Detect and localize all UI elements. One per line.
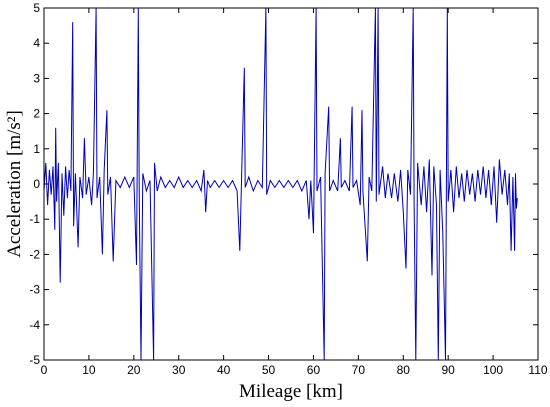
x-tick-label: 30	[172, 363, 186, 377]
y-tick-label: -5	[29, 353, 40, 367]
acceleration-series-line	[43, 7, 518, 361]
x-tick-label: 90	[442, 363, 456, 377]
x-tick-label: 70	[352, 363, 366, 377]
x-tick-label: 40	[217, 363, 231, 377]
x-tick-label: 60	[307, 363, 321, 377]
y-tick-label: -4	[29, 318, 40, 332]
y-tick-label: 3	[33, 71, 40, 85]
x-tick-label: 100	[483, 363, 503, 377]
x-tick-label: 20	[127, 363, 141, 377]
x-axis-title: Mileage [km]	[239, 381, 343, 402]
y-tick-label: 1	[33, 142, 40, 156]
y-tick-label: -1	[29, 212, 40, 226]
y-tick-label: 4	[33, 36, 40, 50]
y-axis-ticks: -5 -4 -3 -2 -1 0 1 2 3 4 5	[29, 1, 538, 367]
y-tick-label: 0	[33, 177, 40, 191]
y-tick-label: -2	[29, 247, 40, 261]
x-tick-label: 0	[41, 363, 48, 377]
y-tick-label: -3	[29, 283, 40, 297]
y-axis-title: Acceleration [m/s²]	[4, 110, 25, 258]
x-tick-label: 10	[82, 363, 96, 377]
y-tick-label: 2	[33, 107, 40, 121]
x-tick-label: 80	[397, 363, 411, 377]
y-tick-label: 5	[33, 1, 40, 15]
x-tick-label: 110	[528, 363, 547, 377]
x-axis-ticks: 0 10 20 30 40 50 60 70 80 90 100 110	[41, 8, 548, 377]
x-tick-label: 50	[262, 363, 276, 377]
